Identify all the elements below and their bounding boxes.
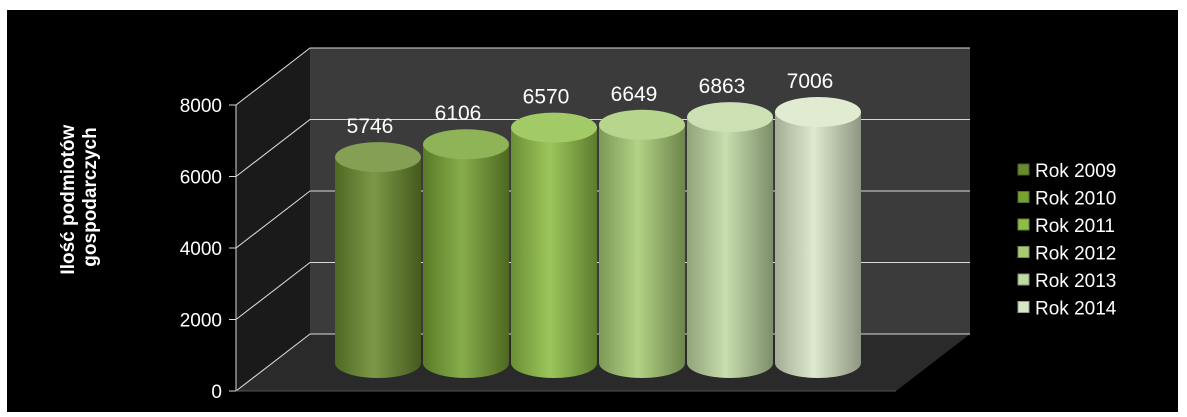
bar-rok-2009: [335, 142, 421, 378]
cylinder-body: [775, 112, 861, 378]
cylinder-top: [775, 97, 861, 128]
y-axis: 0 2000 4000 6000 8000: [180, 96, 896, 403]
legend-swatch: [1017, 301, 1030, 313]
legend-item: Rok 2012: [1017, 244, 1116, 265]
y-tick-label: 4000: [180, 239, 222, 260]
legend-label: Rok 2012: [1035, 244, 1116, 265]
legend-item: Rok 2010: [1017, 189, 1116, 210]
bar-rok-2014: [775, 97, 861, 378]
legend-label: Rok 2013: [1035, 271, 1116, 292]
bar-chart: 0 2000 4000 6000 8000 5746 6106 6570 6649 6863 70…: [58, 47, 1117, 403]
cylinder-top: [687, 102, 773, 133]
y-tick-label: 0: [211, 382, 222, 403]
data-label: 7006: [787, 70, 834, 93]
legend-label: Rok 2009: [1035, 161, 1116, 182]
legend-label: Rok 2014: [1035, 299, 1117, 320]
bar-rok-2010: [423, 129, 509, 378]
bar-rok-2011: [511, 112, 597, 378]
y-axis-title-line-1: Ilość podmiotów: [58, 124, 79, 274]
bars: [335, 97, 861, 378]
y-tick-label: 6000: [180, 168, 222, 189]
legend-swatch: [1017, 163, 1030, 176]
data-label: 6863: [699, 75, 746, 98]
legend-item: Rok 2014: [1017, 299, 1117, 320]
legend-swatch: [1017, 218, 1030, 231]
data-labels: 5746 6106 6570 6649 6863 7006: [347, 70, 834, 138]
cylinder-body: [335, 157, 421, 378]
legend-item: Rok 2011: [1017, 216, 1115, 237]
legend-label: Rok 2010: [1035, 189, 1116, 210]
cylinder-top: [599, 109, 685, 140]
y-axis-title: Ilość podmiotów gospodarczych: [58, 119, 101, 274]
cylinder-top: [423, 129, 509, 160]
cylinder-top: [335, 142, 421, 173]
y-tick-label: 8000: [180, 96, 222, 117]
cylinder-body: [687, 117, 773, 378]
legend-label: Rok 2011: [1035, 216, 1115, 237]
chart-frame: 0 2000 4000 6000 8000 5746 6106 6570 6649 6863 70…: [7, 10, 1178, 412]
cylinder-body: [423, 144, 509, 378]
legend-item: Rok 2013: [1017, 271, 1116, 292]
cylinder-top: [511, 112, 597, 143]
legend-swatch: [1017, 246, 1030, 258]
y-tick-label: 2000: [180, 311, 222, 332]
cylinder-body: [511, 127, 597, 378]
data-label: 5746: [347, 115, 394, 138]
data-label: 6649: [611, 83, 658, 106]
cylinder-body: [599, 124, 685, 378]
data-label: 6570: [523, 86, 570, 109]
legend-item: Rok 2009: [1017, 161, 1116, 182]
data-label: 6106: [435, 102, 482, 125]
legend: Rok 2009 Rok 2010 Rok 2011 Rok 2012 Rok 2013…: [1017, 161, 1117, 320]
legend-swatch: [1017, 273, 1030, 286]
legend-swatch: [1017, 191, 1030, 203]
y-axis-title-line-2: gospodarczych: [80, 127, 101, 266]
bar-rok-2012: [599, 109, 685, 378]
gridline: [235, 47, 970, 106]
bar-rok-2013: [687, 102, 773, 378]
